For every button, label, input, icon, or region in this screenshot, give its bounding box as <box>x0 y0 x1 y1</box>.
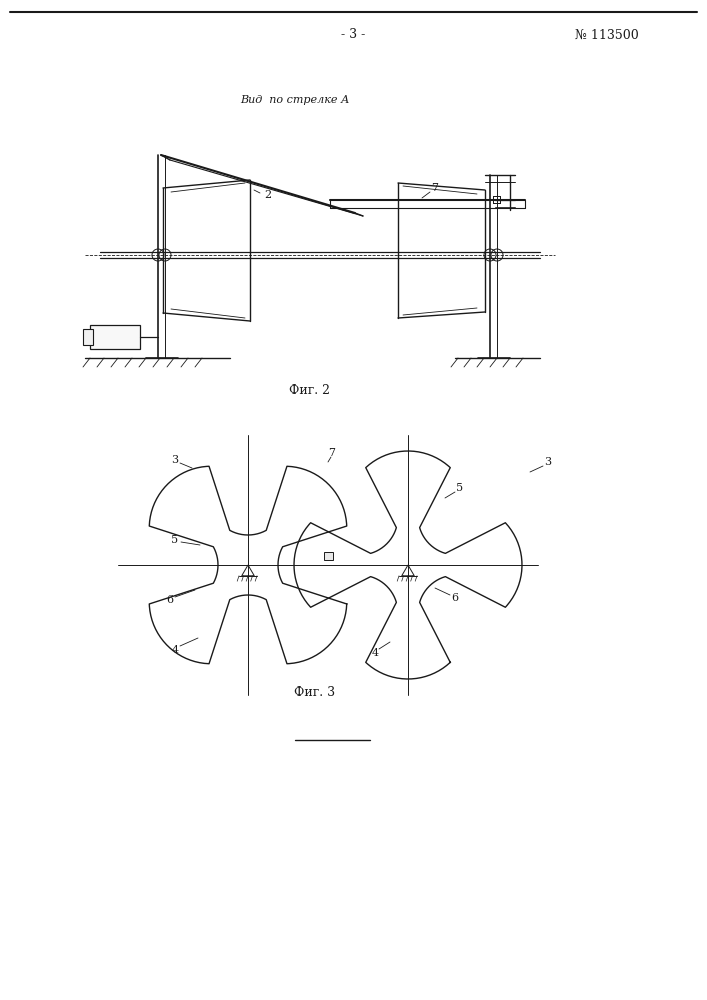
Bar <box>83 329 93 345</box>
Text: 5: 5 <box>457 483 464 493</box>
Text: 7: 7 <box>329 448 336 458</box>
Text: - 3 -: - 3 - <box>341 28 365 41</box>
Text: 6: 6 <box>452 593 459 603</box>
Text: Вид  по стрелке А: Вид по стрелке А <box>240 95 350 105</box>
Bar <box>493 196 500 203</box>
Bar <box>90 325 140 349</box>
Text: Фиг. 3: Фиг. 3 <box>294 686 336 698</box>
Text: 3: 3 <box>544 457 551 467</box>
Text: Фиг. 2: Фиг. 2 <box>289 383 330 396</box>
Text: 4: 4 <box>371 648 378 658</box>
Text: 2: 2 <box>264 190 271 200</box>
Text: 7: 7 <box>431 183 438 193</box>
Text: № 113500: № 113500 <box>575 28 638 41</box>
Text: 4: 4 <box>171 645 179 655</box>
Bar <box>493 196 500 203</box>
Bar <box>324 552 333 560</box>
Text: 6: 6 <box>166 595 173 605</box>
Text: 5: 5 <box>171 535 179 545</box>
Text: 3: 3 <box>171 455 179 465</box>
